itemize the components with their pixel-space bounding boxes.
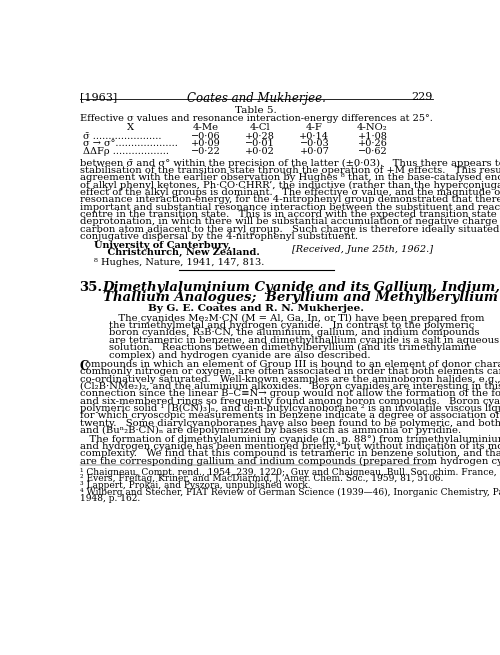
Text: ⁴ Wilberg and Stecher, FIAT Review of German Science (1939—46), Inorganic Chemis: ⁴ Wilberg and Stecher, FIAT Review of Ge… bbox=[80, 487, 500, 496]
Text: co-ordinatively saturated.   Well-known examples are the aminoboron halides, e.g: co-ordinatively saturated. Well-known ex… bbox=[80, 375, 500, 384]
Text: ompounds in which an element of Group III is bound to an element of donor charac: ompounds in which an element of Group II… bbox=[85, 360, 500, 369]
Text: [Received, June 25th, 1962.]: [Received, June 25th, 1962.] bbox=[292, 244, 433, 253]
Text: deprotonation, in which there will be substantial accumulation of negative charg: deprotonation, in which there will be su… bbox=[80, 217, 500, 226]
Text: of alkyl phenyl ketones, Ph·CO·CHRR’, the inductive (rather than the hyperconjug: of alkyl phenyl ketones, Ph·CO·CHRR’, th… bbox=[80, 181, 500, 190]
Text: and (Buⁿ₂B·CN)ₙ are depolymerized by bases such as ammonia or pyridine.: and (Buⁿ₂B·CN)ₙ are depolymerized by bas… bbox=[80, 426, 460, 435]
Text: between σ̄ and σ° within the precision of the latter (±0·03).   Thus there appea: between σ̄ and σ° within the precision o… bbox=[80, 159, 500, 168]
Text: and six-membered rings so frequently found among boron compounds.   Boron cyanid: and six-membered rings so frequently fou… bbox=[80, 397, 500, 405]
Text: +1·08: +1·08 bbox=[358, 132, 388, 141]
Text: −0·62: −0·62 bbox=[358, 147, 388, 156]
Text: ³ Lappert, Prokai, and Pyszora, unpublished work.: ³ Lappert, Prokai, and Pyszora, unpublis… bbox=[80, 481, 310, 490]
Text: Thallium Analogues;  Beryllium and Methylberyllium Cyanide.: Thallium Analogues; Beryllium and Methyl… bbox=[103, 291, 500, 304]
Text: The cyanides Me₂M·CN (M = Al, Ga, In, or Tl) have been prepared from: The cyanides Me₂M·CN (M = Al, Ga, In, or… bbox=[109, 314, 484, 323]
Text: carbon atom adjacent to the aryl group.   Such charge is therefore ideally situa: carbon atom adjacent to the aryl group. … bbox=[80, 225, 500, 234]
Text: Effective σ values and resonance interaction-energy differences at 25°.: Effective σ values and resonance interac… bbox=[80, 114, 432, 123]
Text: 35.: 35. bbox=[80, 281, 102, 293]
Text: centre in the transition state.   This is in accord with the expected transition: centre in the transition state. This is … bbox=[80, 210, 500, 219]
Text: boron cyanides, R₃B·CN, the aluminium, gallium, and indium compounds: boron cyanides, R₃B·CN, the aluminium, g… bbox=[109, 328, 480, 337]
Text: polymeric solid ¹ [B(CN)₃]ₙ, and di-n-butylcyanoborane ² is an involatile viscou: polymeric solid ¹ [B(CN)₃]ₙ, and di-n-bu… bbox=[80, 404, 500, 413]
Text: +0·14: +0·14 bbox=[300, 132, 330, 141]
Text: 4-F: 4-F bbox=[306, 123, 323, 132]
Text: (Cl₂B·NMe₂)₂, and the aluminium alkoxides.   Boron cyanides are interesting in t: (Cl₂B·NMe₂)₂, and the aluminium alkoxide… bbox=[80, 382, 500, 391]
Text: +0·02: +0·02 bbox=[245, 147, 275, 156]
Text: +0·26: +0·26 bbox=[358, 140, 388, 149]
Text: solution.   Reactions between dimethylberyllium (and its trimethylamine: solution. Reactions between dimethylbery… bbox=[109, 343, 476, 352]
Text: −0·03: −0·03 bbox=[300, 140, 329, 149]
Text: +0·28: +0·28 bbox=[245, 132, 275, 141]
Text: important and substantial resonance interaction between the substituent and reac: important and substantial resonance inte… bbox=[80, 202, 500, 212]
Text: −0·06: −0·06 bbox=[191, 132, 220, 141]
Text: By G. E. Coates and R. N. Mukherjee.: By G. E. Coates and R. N. Mukherjee. bbox=[148, 304, 364, 313]
Text: Coates and Mukherjee.: Coates and Mukherjee. bbox=[187, 92, 326, 105]
Text: and hydrogen cyanide has been mentioned briefly,⁴ but without indication of its : and hydrogen cyanide has been mentioned … bbox=[80, 442, 500, 451]
Text: σ̄ ......................: σ̄ ...................... bbox=[82, 132, 161, 141]
Text: ΔΔFρ ..................: ΔΔFρ .................. bbox=[82, 147, 168, 156]
Text: [1963]: [1963] bbox=[80, 92, 117, 102]
Text: Table 5.: Table 5. bbox=[236, 105, 277, 115]
Text: the trimethylmetal and hydrogen cyanide.   In contrast to the polymeric: the trimethylmetal and hydrogen cyanide.… bbox=[109, 321, 474, 330]
Text: −0·01: −0·01 bbox=[245, 140, 275, 149]
Text: stabilisation of the transition state through the operation of +M effects.   Thi: stabilisation of the transition state th… bbox=[80, 166, 500, 175]
Text: agreement with the earlier observation by Hughes ⁸ that, in the base-catalysed e: agreement with the earlier observation b… bbox=[80, 174, 500, 182]
Text: are tetrameric in benzene, and dimethylthallium cyanide is a salt in aqueous: are tetrameric in benzene, and dimethylt… bbox=[109, 336, 499, 345]
Text: −0·22: −0·22 bbox=[191, 147, 221, 156]
Text: twenty.   Some diarylcyanoboranes have also been found to be polymeric, and both: twenty. Some diarylcyanoboranes have als… bbox=[80, 419, 500, 428]
Text: connection since the linear B–C≡N→ group would not allow the formation of the fo: connection since the linear B–C≡N→ group… bbox=[80, 389, 500, 398]
Text: ⁸ Hughes, Nature, 1941, 147, 813.: ⁸ Hughes, Nature, 1941, 147, 813. bbox=[94, 257, 264, 267]
Text: 4-Me: 4-Me bbox=[193, 123, 219, 132]
Text: 4-NO₂: 4-NO₂ bbox=[357, 123, 388, 132]
Text: 1948, p. 162.: 1948, p. 162. bbox=[80, 494, 140, 503]
Text: 229: 229 bbox=[412, 92, 433, 102]
Text: ² Evers, Freitag, Kriner, and MacDiarmid, J. Amer. Chem. Soc., 1959, 81, 5106.: ² Evers, Freitag, Kriner, and MacDiarmid… bbox=[80, 474, 443, 483]
Text: conjugative dispersal by the 4-nitrophenyl substituent.: conjugative dispersal by the 4-nitrophen… bbox=[80, 232, 357, 241]
Text: 4-Cl: 4-Cl bbox=[250, 123, 270, 132]
Text: ¹ Chaigneau, Compt. rend., 1954, 239, 1220;  Guy and Chaigneau, Bull. Soc. chim.: ¹ Chaigneau, Compt. rend., 1954, 239, 12… bbox=[80, 468, 500, 477]
Text: The formation of dimethylaluminium cyanide (m. p. 88°) from trimethylaluminium: The formation of dimethylaluminium cyani… bbox=[80, 435, 500, 444]
Text: complexity.   We find that this compound is tetrameric in benzene solution, and : complexity. We find that this compound i… bbox=[80, 449, 500, 458]
Text: for which cryoscopic measurements in benzene indicate a degree of association of: for which cryoscopic measurements in ben… bbox=[80, 411, 500, 421]
Text: Christchurch, New Zealand.: Christchurch, New Zealand. bbox=[94, 248, 259, 257]
Text: σ → σ°....................: σ → σ°.................... bbox=[82, 140, 178, 149]
Text: +0·07: +0·07 bbox=[300, 147, 330, 156]
Text: resonance interaction-energy, for the 4-nitrophenyl group demonstrated that ther: resonance interaction-energy, for the 4-… bbox=[80, 195, 500, 204]
Text: complex) and hydrogen cyanide are also described.: complex) and hydrogen cyanide are also d… bbox=[109, 350, 370, 360]
Text: C: C bbox=[80, 360, 89, 373]
Text: University of Canterbury,: University of Canterbury, bbox=[94, 242, 230, 250]
Text: X: X bbox=[127, 123, 134, 132]
Text: Dimethylaluminium Cyanide and its Gallium, Indium, and: Dimethylaluminium Cyanide and its Galliu… bbox=[103, 281, 500, 293]
Text: +0·09: +0·09 bbox=[191, 140, 221, 149]
Text: commonly nitrogen or oxygen, are often associated in order that both elements ca: commonly nitrogen or oxygen, are often a… bbox=[80, 367, 500, 377]
Text: are the corresponding gallium and indium compounds (prepared from hydrogen cyani: are the corresponding gallium and indium… bbox=[80, 457, 500, 466]
Text: effect of the alkyl groups is dominant.   The effective σ value, and the magnitu: effect of the alkyl groups is dominant. … bbox=[80, 188, 500, 197]
